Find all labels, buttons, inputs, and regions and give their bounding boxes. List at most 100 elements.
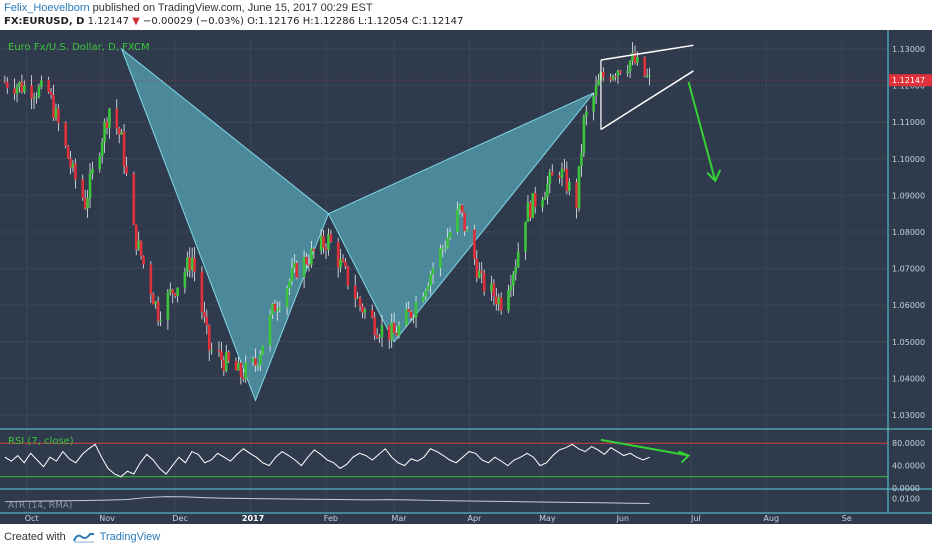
candle-body [375,335,379,339]
time-tick-label: Feb [324,514,338,523]
candle-body [20,82,24,93]
candle-body [108,108,111,128]
candle-body [585,111,588,117]
price-tick-label: 1.03000 [892,411,925,420]
harmonic-pattern [120,47,595,402]
high-label: H: [302,16,314,27]
candle-body [139,240,143,257]
candle-body [207,325,211,351]
candle-body [616,70,620,77]
candle-body [414,301,418,318]
time-tick-label: Aug [763,514,779,523]
candle-body [448,232,452,238]
tradingview-logo-icon [72,533,94,543]
candle-body [186,257,189,272]
candle-body [492,283,496,297]
candle-body [344,261,347,267]
candle-body [441,247,445,249]
candle-body [159,319,162,322]
candle-body [244,362,248,379]
candle-body [312,248,316,251]
candle-body [565,168,569,192]
candle-body [392,322,396,333]
time-axis[interactable]: Oct Nov Dec 2017 Feb Mar Apr May Jun Jul Aug Se [25,514,852,523]
pattern-triangle [120,47,330,402]
candle-body [156,301,160,322]
candle-body [69,158,72,168]
candle-body [98,156,102,169]
candle-body [227,352,230,362]
candle-body [341,259,345,262]
divergence-arrow-head-icon [678,450,691,464]
atr-title: ATR (14, RMA) [8,501,72,511]
candle-body [169,289,172,293]
price-tick-label: 1.10000 [892,155,925,164]
candle-body [514,266,518,274]
time-tick-label: Nov [99,514,115,523]
candle-body [205,316,209,326]
candle-body [37,86,41,97]
symbol-label[interactable]: FX:EURUSD, D [4,16,85,27]
candle-body [473,229,476,259]
candle-body [509,285,513,291]
candle-body [295,262,299,278]
candle-body [346,266,350,286]
atr-tick-label: 0.0100 [892,494,920,503]
indicator-panes [0,438,888,504]
candle-body [558,175,561,178]
author-link[interactable]: Felix_Hoevelborn [4,2,90,14]
candle-body [256,365,260,367]
candle-body [363,309,367,313]
candle-body [13,88,16,94]
chart-svg[interactable]: 1.130001.120001.110001.100001.090001.080… [0,30,932,524]
candle-body [480,270,484,274]
candle-body [465,229,469,232]
price-axis[interactable]: 1.130001.120001.110001.100001.090001.080… [889,45,932,503]
candle-body [30,85,33,99]
candle-body [81,179,85,198]
candle-body [626,71,629,74]
candle-body [171,289,175,294]
candle-body [241,377,245,379]
pattern-triangle [327,92,595,343]
candle-body [224,352,228,371]
time-tick-label: Mar [391,514,407,523]
candle-body [151,294,155,305]
tradingview-brand-link[interactable]: TradingView [99,531,161,543]
candle-body [310,248,313,265]
candle-body [526,202,530,222]
candle-body [475,258,479,278]
chart-area[interactable]: 1.130001.120001.110001.100001.090001.080… [0,30,932,524]
candle-body [288,280,291,289]
candle-body [524,221,527,252]
candle-body [83,197,87,209]
candle-body [550,172,554,176]
candle-body [237,362,240,371]
time-tick-label: Jun [616,514,630,523]
candle-body [49,91,53,95]
candle-body [3,81,7,83]
candle-body [117,128,121,135]
candle-body [533,193,537,207]
candle-body [463,212,466,232]
drawing-overlays [0,44,888,183]
candle-body [582,116,586,154]
candle-body [251,358,255,363]
candle-body [88,173,92,199]
candle-body [378,337,381,339]
chart-title: Euro Fx/U.S. Dollar, D, FXCM [8,42,150,53]
candle-body [305,256,308,265]
candle-body [541,199,544,207]
rsi-tick-label: 0.0000 [892,484,920,493]
publish-header: Felix_Hoevelborn published on TradingVie… [0,0,932,30]
candle-body [580,153,583,166]
candle-body [339,259,342,268]
time-tick-label: Se [842,514,852,523]
candle-body [507,290,510,311]
close-label: C: [411,16,422,27]
published-text: published on TradingView.com, June 15, 2… [92,2,373,14]
symbol-info: FX:EURUSD, D 1.12147 ▼ −0.00029 (−0.03%)… [4,16,463,27]
candle-body [594,85,598,96]
open-value: 1.12176 [258,16,300,27]
open-label: O: [247,16,259,27]
